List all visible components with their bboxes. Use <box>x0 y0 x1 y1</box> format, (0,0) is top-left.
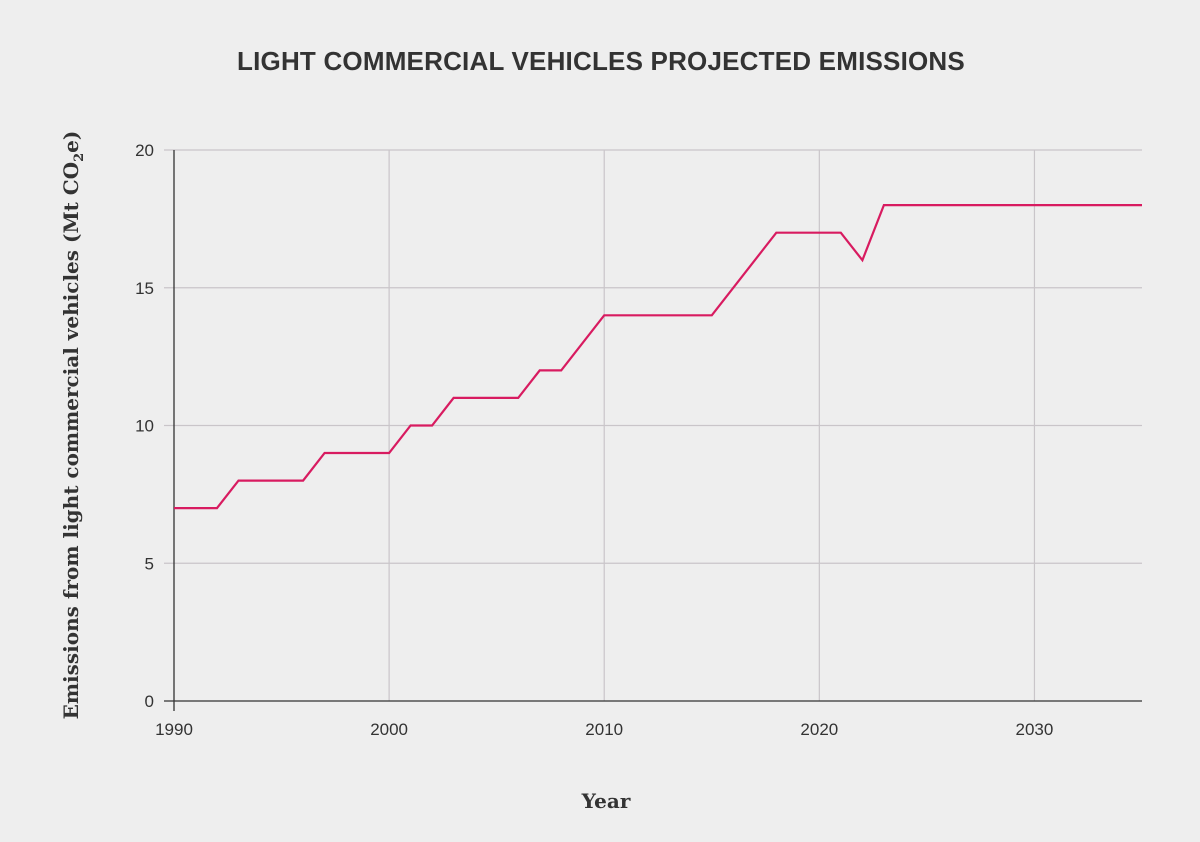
y-axis-label-suffix: e) <box>59 131 83 153</box>
x-tick-label-1990: 1990 <box>155 720 193 739</box>
gridlines <box>164 149 1142 701</box>
x-axis-label: Year <box>581 789 631 813</box>
y-axis-label-subscript: 2 <box>72 153 87 162</box>
y-tick-label-5: 5 <box>145 554 154 573</box>
chart-title: LIGHT COMMERCIAL VEHICLES PROJECTED EMIS… <box>237 46 965 76</box>
series-layer <box>174 204 1142 510</box>
y-tick-label-20: 20 <box>135 141 154 160</box>
axes <box>164 150 1142 711</box>
y-tick-label-10: 10 <box>135 417 154 436</box>
x-tick-label-2000: 2000 <box>370 720 408 739</box>
series-line-0 <box>174 204 1142 510</box>
tick-labels: 0 5 10 15 20 1990 2000 2010 2020 2030 <box>135 141 1053 739</box>
y-axis-label: Emissions from light commercial vehicles… <box>59 131 87 720</box>
y-tick-label-15: 15 <box>135 279 154 298</box>
x-tick-label-2010: 2010 <box>585 720 623 739</box>
x-tick-label-2030: 2030 <box>1016 720 1054 739</box>
y-axis-label-prefix: Emissions from light commercial vehicles… <box>59 162 83 720</box>
y-tick-label-0: 0 <box>145 692 154 711</box>
x-tick-label-2020: 2020 <box>800 720 838 739</box>
